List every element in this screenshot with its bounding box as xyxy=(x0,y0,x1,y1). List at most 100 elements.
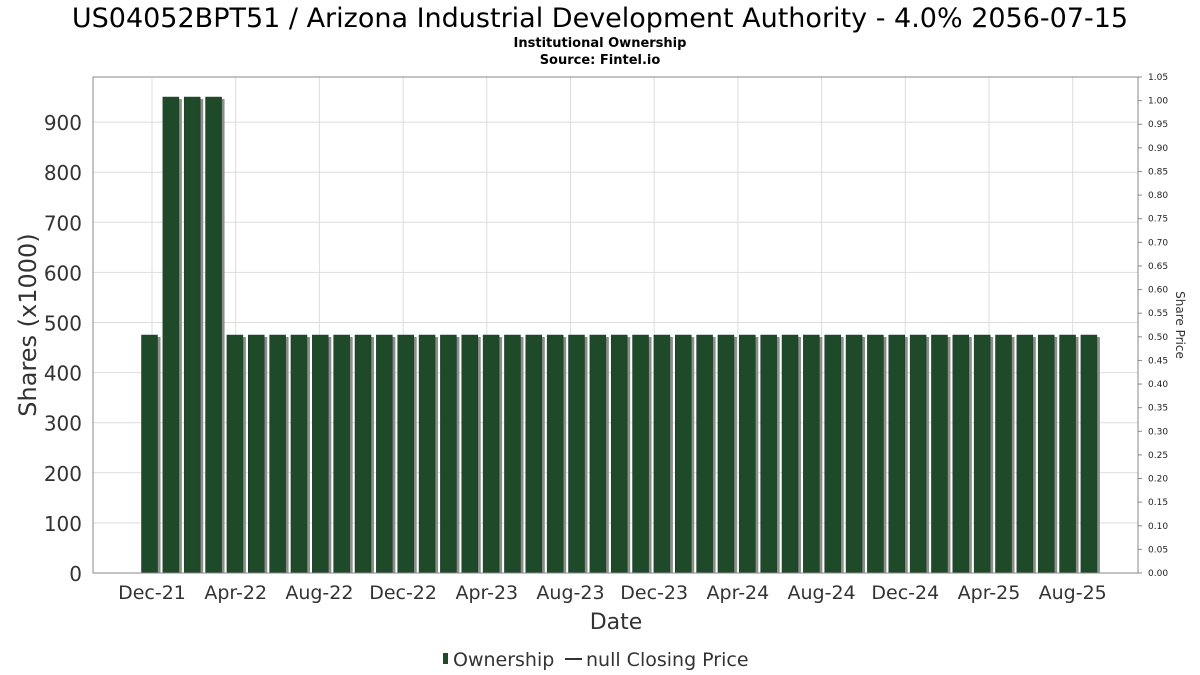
bar xyxy=(269,334,286,574)
bar xyxy=(867,334,884,574)
chart-subtitle: Institutional Ownership xyxy=(514,36,687,51)
y-tick-label: 500 xyxy=(44,311,82,335)
legend-ownership-swatch xyxy=(443,653,448,664)
bar xyxy=(461,334,478,574)
y2-tick-label: 0.25 xyxy=(1148,451,1168,461)
chart-title: US04052BPT51 / Arizona Industrial Develo… xyxy=(72,3,1128,34)
bar xyxy=(568,334,585,574)
y2-tick-label: 0.40 xyxy=(1148,380,1168,390)
bar xyxy=(546,334,564,574)
bar xyxy=(845,334,863,574)
bar xyxy=(226,334,244,574)
y2-tick-label: 0.00 xyxy=(1148,569,1168,579)
bar xyxy=(696,334,713,574)
bar xyxy=(717,334,735,574)
x-tick-label: Apr-24 xyxy=(707,582,770,604)
bar xyxy=(931,334,948,574)
y2-tick-label: 0.05 xyxy=(1148,545,1168,555)
y2-tick-label: 0.45 xyxy=(1148,356,1168,366)
x-tick-label: Apr-23 xyxy=(455,582,518,604)
legend-price-label: null Closing Price xyxy=(586,649,749,671)
x-tick-label: Aug-22 xyxy=(285,582,353,604)
bar xyxy=(525,334,543,574)
bar xyxy=(1080,334,1098,574)
bar xyxy=(803,334,820,574)
y2-tick-label: 0.80 xyxy=(1148,191,1168,201)
legend: Ownership null Closing Price xyxy=(443,649,749,671)
y-tick-label: 200 xyxy=(44,462,82,486)
bar xyxy=(632,334,649,574)
bar xyxy=(397,334,414,574)
bar xyxy=(781,334,799,574)
y-tick-label: 0 xyxy=(69,562,82,586)
x-tick-label: Dec-22 xyxy=(369,582,437,604)
x-axis: Dec-21 Apr-22 Aug-22 Dec-22 Apr-23 Aug-23 Dec-… xyxy=(118,582,1107,604)
y-tick-label: 100 xyxy=(44,512,82,536)
y2-axis-label: Share Price xyxy=(1173,291,1187,359)
legend-ownership-label: Ownership xyxy=(453,649,554,671)
y2-tick-label: 1.00 xyxy=(1148,97,1168,107)
x-tick-label: Aug-24 xyxy=(788,582,856,604)
y2-tick-label: 0.85 xyxy=(1148,167,1168,177)
bar xyxy=(610,334,628,574)
bar xyxy=(183,96,201,574)
y-tick-label: 800 xyxy=(44,161,82,185)
x-tick-label: Dec-23 xyxy=(620,582,688,604)
bar xyxy=(1059,334,1076,574)
y2-tick-label: 0.55 xyxy=(1148,309,1168,319)
bar xyxy=(312,334,329,574)
y2-tick-label: 0.90 xyxy=(1148,144,1168,154)
y2-tick-label: 0.10 xyxy=(1148,522,1168,532)
x-tick-label: Apr-25 xyxy=(958,582,1021,604)
y-tick-label: 700 xyxy=(44,211,82,235)
y2-tick-label: 0.95 xyxy=(1148,120,1168,130)
bar xyxy=(888,334,905,574)
y2-axis: 0.00 0.05 0.10 0.15 0.20 0.25 0.30 0.35 0.40 0.45… xyxy=(1138,73,1168,579)
y2-tick-label: 1.05 xyxy=(1148,73,1168,83)
y-tick-label: 900 xyxy=(44,111,82,135)
y-tick-label: 400 xyxy=(44,362,82,386)
bar xyxy=(952,334,970,574)
bar xyxy=(376,334,393,574)
y2-tick-label: 0.20 xyxy=(1148,475,1168,485)
bars xyxy=(93,96,1138,574)
x-tick-label: Aug-23 xyxy=(536,582,604,604)
bar xyxy=(205,96,222,574)
y2-tick-label: 0.70 xyxy=(1148,238,1168,248)
y2-tick-label: 0.35 xyxy=(1148,404,1168,414)
x-axis-label: Date xyxy=(590,610,643,635)
y-tick-label: 300 xyxy=(44,412,82,436)
bar xyxy=(973,334,991,574)
x-tick-label: Aug-25 xyxy=(1039,582,1107,604)
y-axis-label: Shares (x1000) xyxy=(14,233,42,416)
bar xyxy=(760,334,777,574)
bar xyxy=(675,334,692,574)
bar xyxy=(504,334,521,574)
bar xyxy=(653,334,671,574)
y-tick-label: 600 xyxy=(44,261,82,285)
bar xyxy=(162,96,180,574)
bar xyxy=(418,334,436,574)
y2-tick-label: 0.65 xyxy=(1148,262,1168,272)
bar xyxy=(909,334,927,574)
y2-tick-label: 0.60 xyxy=(1148,286,1168,296)
bar xyxy=(333,334,350,574)
bar xyxy=(248,334,265,574)
x-tick-label: Apr-22 xyxy=(204,582,267,604)
bar xyxy=(824,334,841,574)
y2-tick-label: 0.50 xyxy=(1148,333,1168,343)
y2-tick-label: 0.15 xyxy=(1148,498,1168,508)
bar xyxy=(995,334,1012,574)
bar xyxy=(290,334,308,574)
y2-tick-label: 0.30 xyxy=(1148,427,1168,437)
bar xyxy=(589,334,607,574)
bar xyxy=(440,334,457,574)
bar xyxy=(482,334,500,574)
bar xyxy=(1037,334,1055,574)
bar xyxy=(739,334,756,574)
chart-source: Source: Fintel.io xyxy=(540,53,661,68)
y2-tick-label: 0.75 xyxy=(1148,215,1168,225)
bar xyxy=(1016,334,1034,574)
bar xyxy=(141,334,158,574)
